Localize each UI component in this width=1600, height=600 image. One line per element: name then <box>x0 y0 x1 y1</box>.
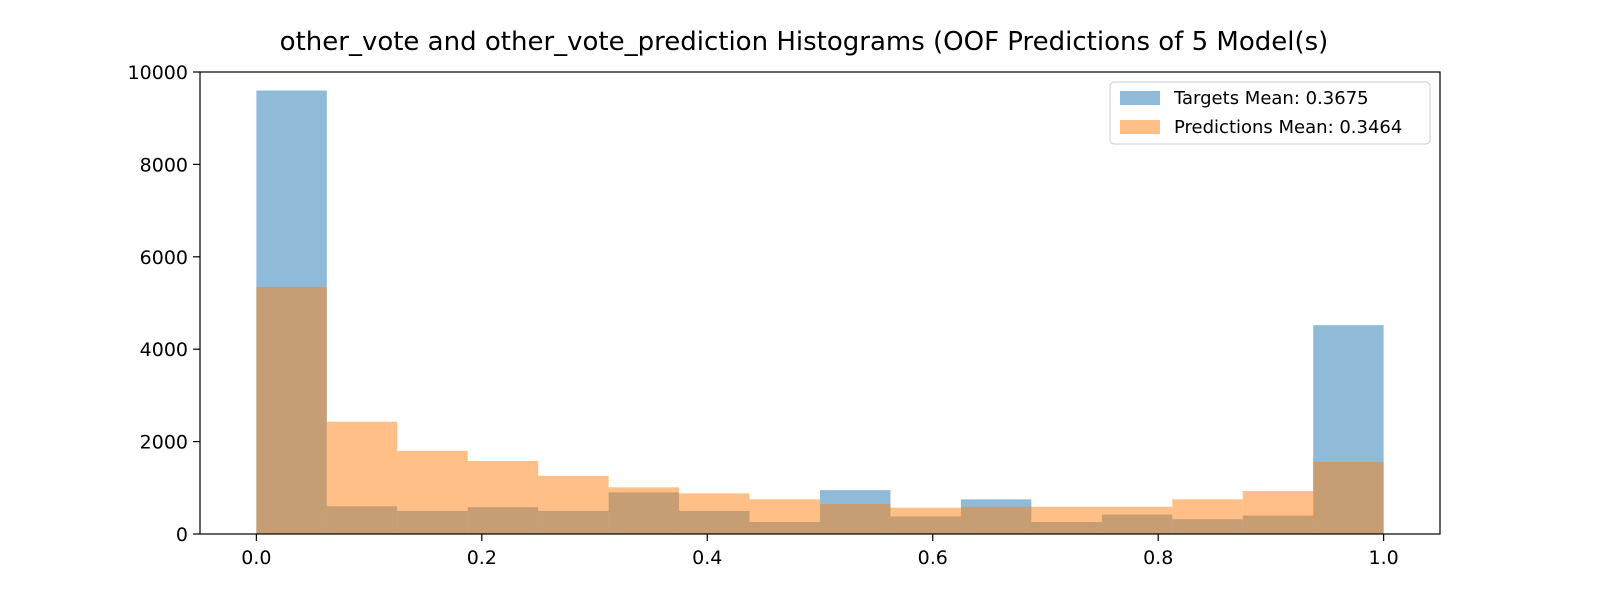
y-tick-label-2: 4000 <box>140 339 188 361</box>
y-tick-label-5: 10000 <box>128 62 188 84</box>
legend-swatch-targets <box>1120 91 1160 105</box>
x-axis: 0.0 0.2 0.4 0.6 0.8 1.0 <box>241 534 1399 569</box>
bar-predictions-bin-3 <box>467 461 539 534</box>
bar-predictions-bin-4 <box>538 475 609 534</box>
y-tick-label-3: 6000 <box>140 247 188 269</box>
chart-title: other_vote and other_vote_prediction His… <box>280 27 1329 57</box>
legend-swatch-predictions <box>1120 120 1160 134</box>
bar-predictions-bin-11 <box>1031 506 1102 534</box>
bar-predictions-bin-2 <box>397 450 468 534</box>
y-tick-label-4: 8000 <box>140 154 188 176</box>
y-tick-label-0: 0 <box>176 524 188 546</box>
plot-area-frame <box>199 71 1441 535</box>
bar-predictions-bin-9 <box>890 507 961 534</box>
bar-predictions-bin-15 <box>1313 461 1384 534</box>
bar-predictions-bin-6 <box>679 493 750 534</box>
x-tick-label-5: 1.0 <box>1369 547 1399 569</box>
x-tick-label-0: 0.0 <box>241 547 271 569</box>
x-tick-label-4: 0.8 <box>1143 547 1173 569</box>
bar-predictions-bin-12 <box>1101 506 1173 534</box>
legend-box <box>1109 81 1431 145</box>
x-tick-label-1: 0.2 <box>467 547 497 569</box>
legend-label-predictions: Predictions Mean: 0.3464 <box>1174 117 1402 138</box>
legend-label-targets: Targets Mean: 0.3675 <box>1173 88 1369 109</box>
x-tick-label-2: 0.4 <box>692 547 722 569</box>
bar-predictions-bin-10 <box>960 506 1032 534</box>
y-tick-label-1: 2000 <box>140 432 188 454</box>
x-tick-label-3: 0.6 <box>918 547 948 569</box>
bar-predictions-bin-13 <box>1172 499 1243 534</box>
bar-predictions-bin-14 <box>1242 491 1314 534</box>
bar-predictions-bin-1 <box>326 421 398 534</box>
y-axis: 0 2000 4000 6000 8000 10000 <box>128 62 200 546</box>
bar-predictions-bin-5 <box>608 487 680 534</box>
bar-predictions-bin-7 <box>749 499 820 534</box>
bars-layer <box>256 90 1384 534</box>
bar-predictions-bin-0 <box>256 286 327 534</box>
bar-predictions-bin-8 <box>820 503 891 534</box>
legend: Targets Mean: 0.3675 Predictions Mean: 0… <box>1109 81 1431 145</box>
